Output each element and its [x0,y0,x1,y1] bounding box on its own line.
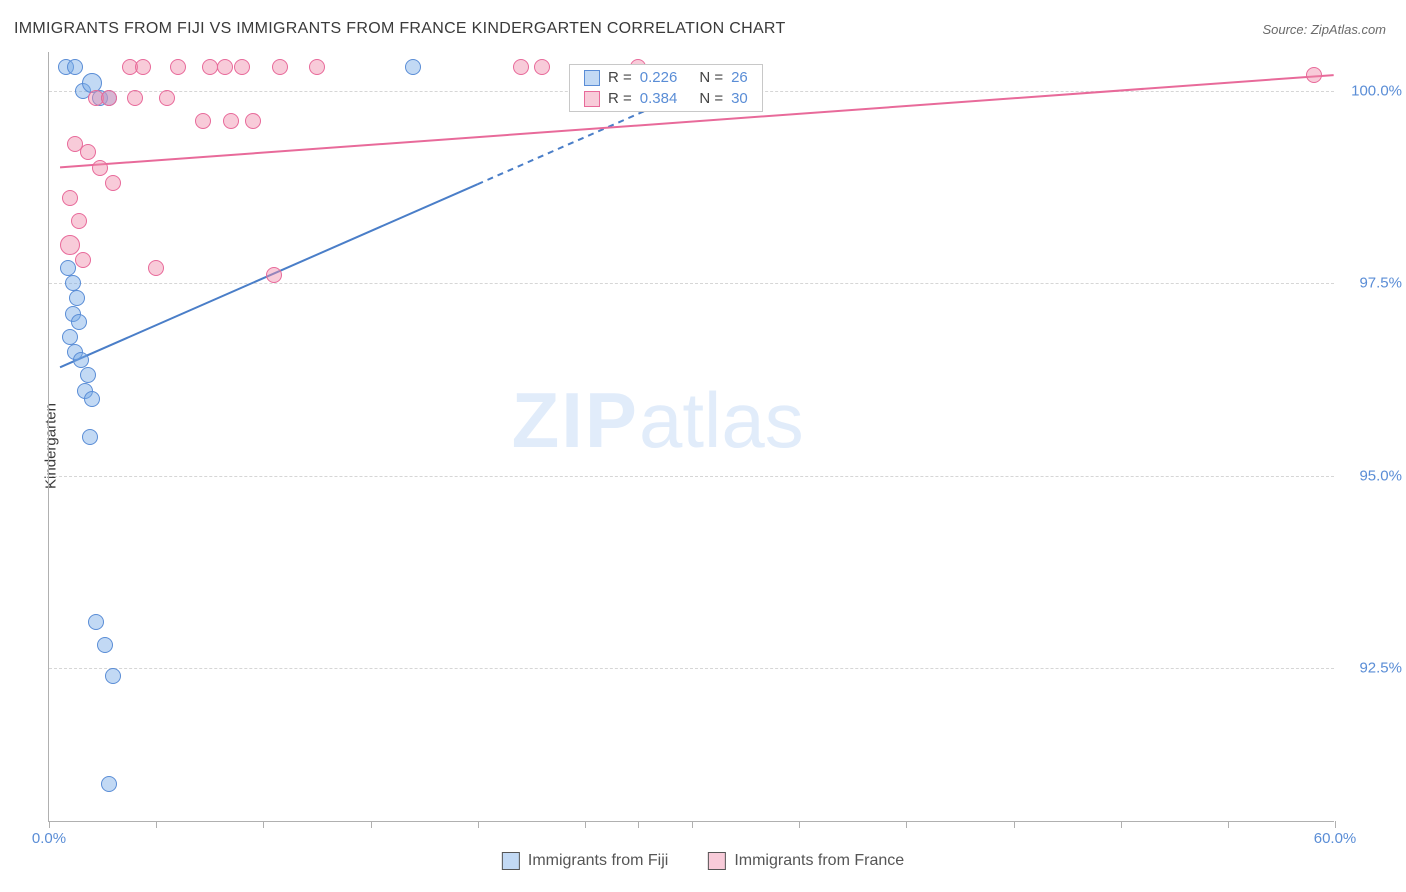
x-tick [1121,821,1122,828]
plot-area: ZIPatlas R =0.226N =26R =0.384N =30 92.5… [48,52,1334,822]
legend-swatch [584,91,600,107]
data-point [159,90,175,106]
x-tick [799,821,800,828]
x-tick [585,821,586,828]
x-tick [906,821,907,828]
x-tick [1014,821,1015,828]
data-point [97,637,113,653]
data-point [217,59,233,75]
gridline [49,476,1334,477]
chart-title: IMMIGRANTS FROM FIJI VS IMMIGRANTS FROM … [14,20,786,38]
legend-swatch [502,852,520,870]
correlation-info-box: R = 0.226 N = 26 R = 0.384 N = 30 [569,64,763,112]
x-tick [371,821,372,828]
data-point [223,113,239,129]
data-point [62,190,78,206]
data-point [71,314,87,330]
x-tick [49,821,50,828]
data-point [67,59,83,75]
n-label: N = [699,69,723,86]
data-point [135,59,151,75]
x-tick [1228,821,1229,828]
watermark-bold: ZIP [512,376,639,464]
data-point [65,275,81,291]
info-row: R = 0.384 N = 30 [570,88,762,109]
data-point [1306,67,1322,83]
legend-label: Immigrants from France [734,852,904,870]
r-value: 0.226 [640,69,678,86]
data-point [82,429,98,445]
x-tick [478,821,479,828]
trend-lines [49,52,1334,821]
x-tick [263,821,264,828]
x-tick [1335,821,1336,828]
data-point [534,59,550,75]
data-point [195,113,211,129]
gridline [49,668,1334,669]
data-point [60,260,76,276]
data-point [148,260,164,276]
x-tick [638,821,639,828]
x-tick-label: 60.0% [1314,830,1357,847]
data-point [272,59,288,75]
data-point [62,329,78,345]
n-value: 30 [731,90,748,107]
y-tick-label: 92.5% [1359,660,1402,677]
r-value: 0.384 [640,90,678,107]
x-tick [156,821,157,828]
data-point [513,59,529,75]
data-point [75,252,91,268]
data-point [127,90,143,106]
info-row: R = 0.226 N = 26 [570,67,762,88]
data-point [245,113,261,129]
data-point [105,668,121,684]
data-point [60,235,80,255]
n-label: N = [699,90,723,107]
n-value: 26 [731,69,748,86]
data-point [101,90,117,106]
data-point [73,352,89,368]
r-label: R = [608,69,632,86]
legend-item: Immigrants from France [708,852,904,870]
data-point [105,175,121,191]
legend-swatch [584,70,600,86]
source-attribution: Source: ZipAtlas.com [1262,22,1386,37]
y-tick-label: 95.0% [1359,467,1402,484]
data-point [84,391,100,407]
legend-item: Immigrants from Fiji [502,852,668,870]
data-point [71,213,87,229]
data-point [88,614,104,630]
data-point [405,59,421,75]
data-point [266,267,282,283]
data-point [234,59,250,75]
legend-label: Immigrants from Fiji [528,852,668,870]
data-point [202,59,218,75]
data-point [170,59,186,75]
x-tick [692,821,693,828]
watermark-rest: atlas [639,376,804,464]
data-point [101,776,117,792]
y-tick-label: 100.0% [1351,82,1402,99]
x-tick-label: 0.0% [32,830,66,847]
y-tick-label: 97.5% [1359,275,1402,292]
watermark: ZIPatlas [512,375,804,466]
r-label: R = [608,90,632,107]
data-point [309,59,325,75]
data-point [92,160,108,176]
legend: Immigrants from Fiji Immigrants from Fran… [502,852,904,870]
legend-swatch [708,852,726,870]
gridline [49,283,1334,284]
data-point [80,144,96,160]
data-point [80,367,96,383]
data-point [69,290,85,306]
